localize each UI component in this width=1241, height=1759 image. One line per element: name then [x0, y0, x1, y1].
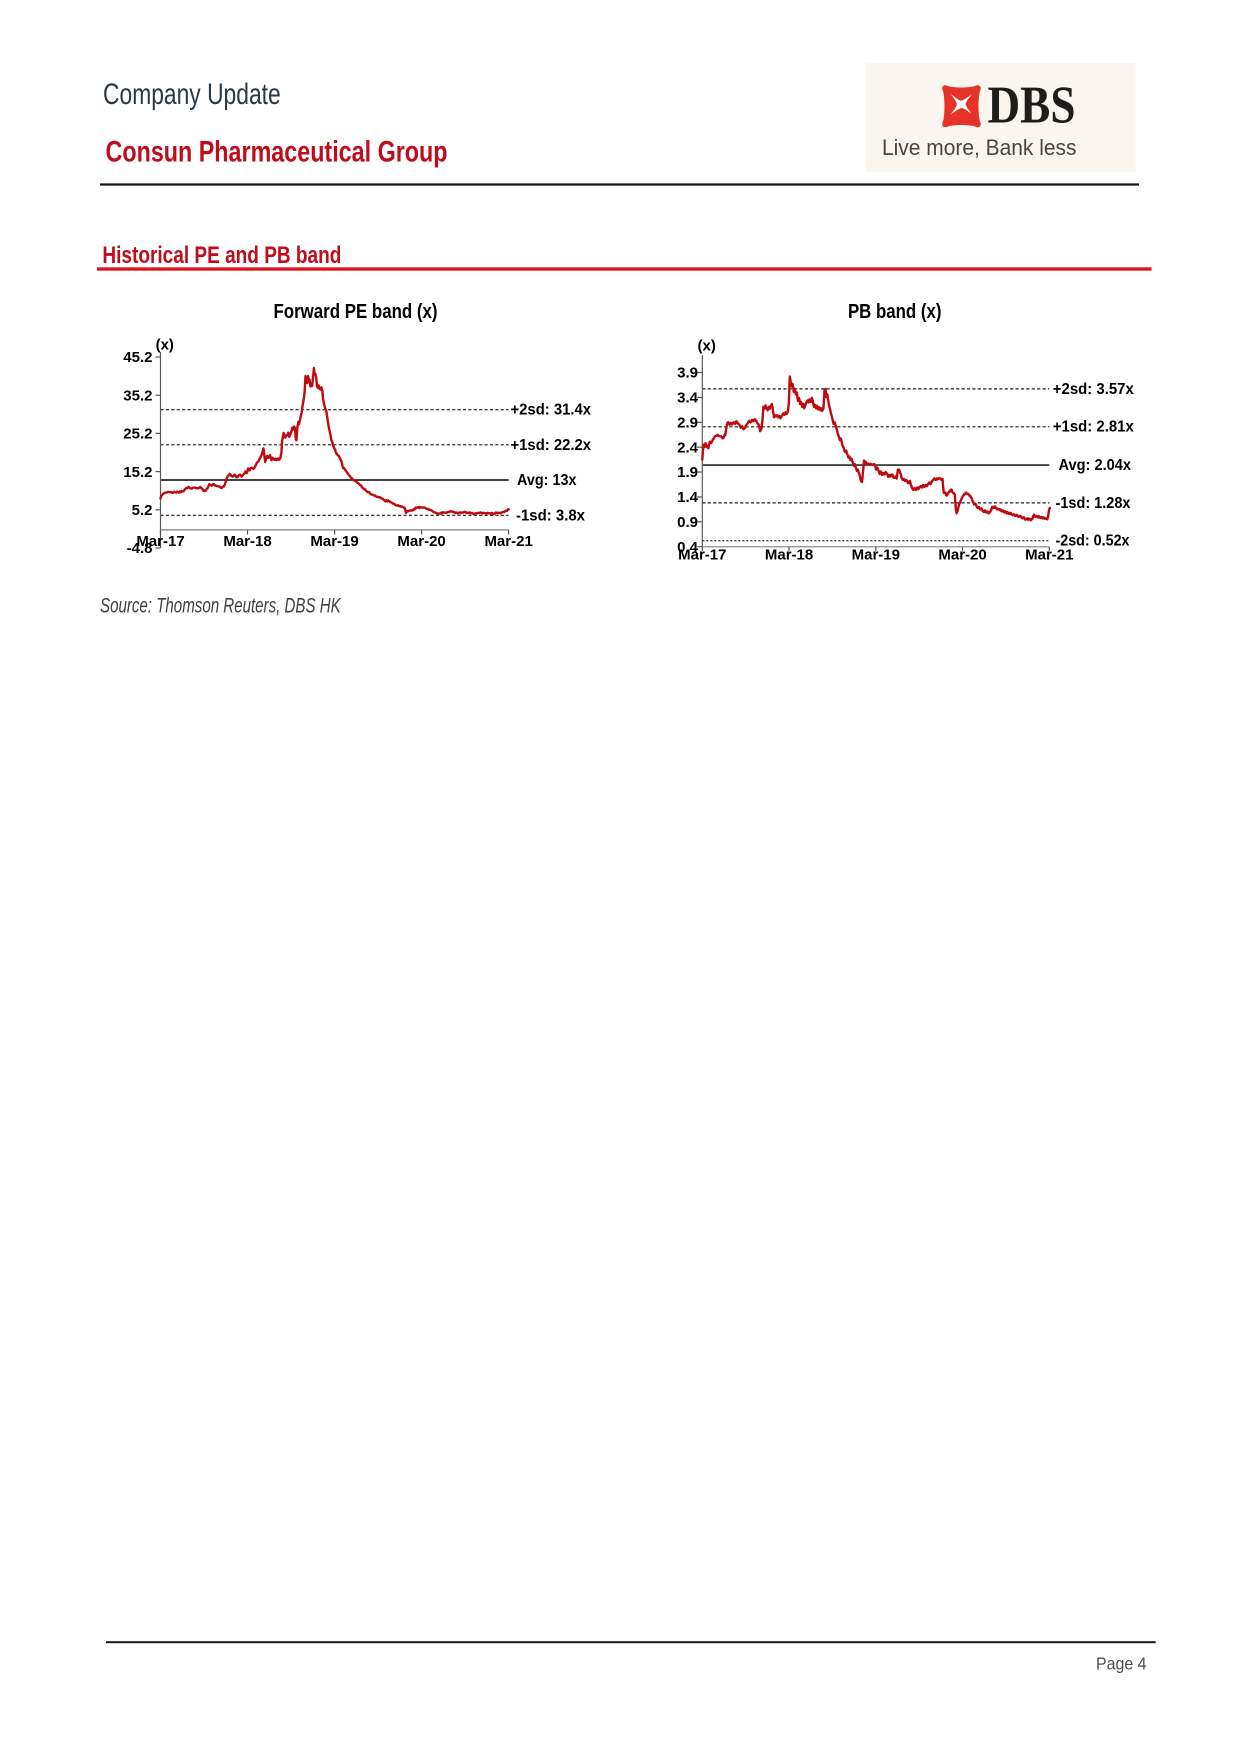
svg-text:35.2: 35.2 — [123, 387, 152, 404]
svg-text:Page 4: Page 4 — [1096, 1654, 1147, 1674]
svg-text:15.2: 15.2 — [123, 464, 152, 481]
svg-text:25.2: 25.2 — [123, 426, 152, 443]
svg-text:-4.8: -4.8 — [127, 540, 153, 557]
svg-text:Mar-20: Mar-20 — [397, 533, 445, 550]
svg-text:0.4: 0.4 — [677, 539, 699, 556]
svg-text:Forward PE band (x): Forward PE band (x) — [274, 300, 438, 323]
svg-text:Mar-17: Mar-17 — [136, 533, 184, 550]
svg-text:-2sd: 0.52x: -2sd: 0.52x — [1056, 533, 1130, 550]
svg-text:Mar-20: Mar-20 — [938, 547, 986, 564]
svg-text:+2sd: 31.4x: +2sd: 31.4x — [511, 402, 592, 419]
svg-text:Mar-18: Mar-18 — [223, 533, 271, 550]
svg-text:-1sd: 3.8x: -1sd: 3.8x — [516, 507, 585, 524]
svg-text:PB band (x): PB band (x) — [848, 300, 942, 323]
svg-text:Company Update: Company Update — [103, 78, 281, 111]
svg-text:-1sd: 1.28x: -1sd: 1.28x — [1056, 495, 1131, 512]
svg-text:Consun Pharmaceutical Group: Consun Pharmaceutical Group — [106, 135, 448, 168]
svg-text:3.9: 3.9 — [677, 365, 698, 382]
svg-text:+1sd: 22.2x: +1sd: 22.2x — [511, 437, 592, 454]
svg-text:3.4: 3.4 — [677, 390, 699, 407]
svg-text:Mar-18: Mar-18 — [765, 547, 813, 564]
svg-text:Avg: 13x: Avg: 13x — [517, 472, 577, 489]
svg-text:Mar-21: Mar-21 — [484, 533, 532, 550]
svg-text:0.9: 0.9 — [677, 514, 698, 531]
svg-text:1.4: 1.4 — [677, 489, 699, 506]
svg-text:Source: Thomson Reuters, DBS H: Source: Thomson Reuters, DBS HK — [100, 594, 341, 617]
svg-text:5.2: 5.2 — [132, 502, 153, 519]
svg-text:Mar-19: Mar-19 — [852, 547, 900, 564]
svg-text:2.4: 2.4 — [677, 439, 699, 456]
svg-text:(x): (x) — [156, 337, 174, 354]
svg-text:(x): (x) — [698, 338, 716, 355]
svg-text:DBS: DBS — [988, 76, 1076, 134]
svg-text:Mar-17: Mar-17 — [678, 547, 726, 564]
svg-text:Mar-19: Mar-19 — [310, 533, 358, 550]
svg-text:45.2: 45.2 — [123, 349, 152, 366]
svg-text:1.9: 1.9 — [677, 464, 698, 481]
svg-text:Historical PE and PB band: Historical PE and PB band — [102, 242, 341, 269]
svg-text:Mar-21: Mar-21 — [1025, 547, 1073, 564]
svg-text:2.9: 2.9 — [677, 414, 698, 431]
svg-text:+2sd: 3.57x: +2sd: 3.57x — [1053, 381, 1134, 398]
svg-text:Live more, Bank less: Live more, Bank less — [882, 135, 1077, 160]
svg-text:+1sd: 2.81x: +1sd: 2.81x — [1053, 419, 1134, 436]
svg-text:Avg: 2.04x: Avg: 2.04x — [1059, 457, 1132, 474]
